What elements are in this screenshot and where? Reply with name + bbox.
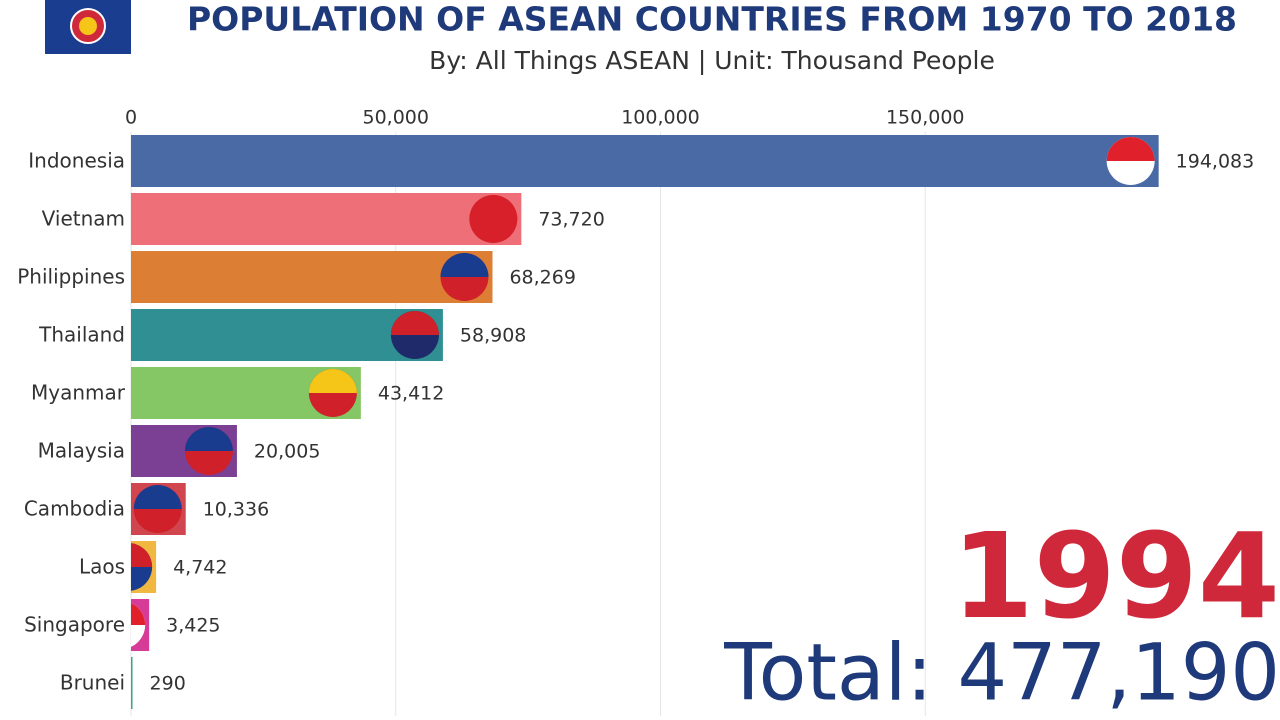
total-label: Total: 477,190 (723, 628, 1280, 718)
x-tick-label: 50,000 (363, 107, 429, 129)
category-label: Philippines (17, 265, 125, 289)
year-label: 1994 (952, 507, 1280, 645)
flag-top (308, 369, 357, 393)
value-label: 290 (150, 673, 186, 695)
value-label: 58,908 (460, 325, 526, 347)
flag-top (469, 195, 518, 219)
flag-top (440, 253, 489, 277)
value-label: 68,269 (509, 267, 575, 289)
flag (184, 427, 233, 475)
value-label: 43,412 (378, 383, 444, 405)
flag (440, 253, 489, 301)
logo (45, 0, 131, 54)
bar (131, 657, 133, 709)
flag (131, 543, 153, 591)
value-label: 194,083 (1176, 151, 1255, 173)
flag-top (184, 427, 233, 451)
category-label: Cambodia (24, 497, 125, 521)
flag (133, 485, 182, 533)
chart-subtitle: By: All Things ASEAN | Unit: Thousand Pe… (429, 46, 995, 75)
value-label: 4,742 (173, 557, 227, 579)
flag (131, 603, 146, 647)
category-label: Vietnam (42, 207, 125, 231)
chart-title: POPULATION OF ASEAN COUNTRIES FROM 1970 … (187, 0, 1237, 39)
x-tick-label: 100,000 (621, 107, 700, 129)
value-label: 3,425 (166, 615, 220, 637)
flag-top (133, 485, 182, 509)
bar (131, 193, 522, 245)
category-label: Singapore (24, 613, 125, 637)
x-tick-label: 150,000 (886, 107, 965, 129)
flag-top (131, 543, 153, 567)
flag (308, 369, 357, 417)
value-label: 20,005 (254, 441, 320, 463)
plot: 0 50,000 100,000 150,000 194,083 Indonesia 73,… (17, 107, 1255, 716)
category-label: Indonesia (28, 149, 125, 173)
flag (469, 195, 518, 243)
flag-top (390, 311, 439, 335)
flag (1106, 137, 1155, 185)
flag (390, 311, 439, 359)
category-label: Brunei (60, 671, 125, 695)
category-label: Thailand (38, 323, 125, 347)
bar (131, 251, 493, 303)
flag-top (1106, 137, 1155, 161)
flag-top (131, 603, 146, 625)
bar (131, 135, 1159, 187)
value-label: 10,336 (203, 499, 269, 521)
category-label: Myanmar (31, 381, 126, 405)
category-label: Laos (79, 555, 125, 579)
x-tick-label: 0 (125, 107, 137, 129)
category-label: Malaysia (38, 439, 125, 463)
value-label: 73,720 (538, 209, 604, 231)
